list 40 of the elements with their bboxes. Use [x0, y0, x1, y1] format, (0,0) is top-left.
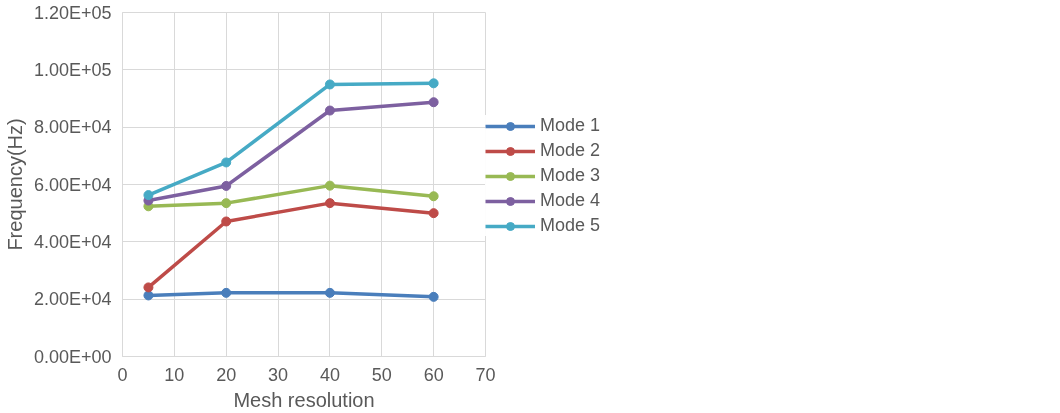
point	[221, 216, 232, 227]
legend-label: Mode 1	[540, 115, 601, 136]
point	[324, 198, 335, 209]
point	[324, 287, 335, 298]
point	[428, 208, 439, 219]
x-tick-label: 10	[164, 364, 185, 385]
point	[143, 282, 154, 293]
point	[221, 157, 232, 168]
legend-label: Mode 5	[540, 215, 601, 236]
point	[143, 190, 154, 201]
x-tick-label: 70	[475, 364, 496, 385]
y-tick-label: 2.00E+04	[33, 289, 112, 310]
x-tick-label: 20	[216, 364, 237, 385]
point	[324, 180, 335, 191]
point	[428, 97, 439, 108]
y-axis-title: Frequency(Hz)	[3, 118, 26, 251]
point	[428, 291, 439, 302]
x-tick-label: 60	[423, 364, 444, 385]
x-tick-label: 40	[319, 364, 340, 385]
point	[221, 180, 232, 191]
x-tick-label: 30	[268, 364, 289, 385]
legend-label: Mode 4	[540, 190, 601, 211]
point	[324, 105, 335, 116]
legend-label: Mode 2	[540, 140, 601, 161]
legend-label: Mode 3	[540, 165, 601, 186]
y-tick-label: 6.00E+04	[33, 174, 112, 195]
x-tick-label: 0	[117, 364, 128, 385]
y-tick-label: 1.00E+05	[33, 59, 112, 80]
y-tick-label: 1.20E+05	[33, 2, 112, 23]
point	[428, 78, 439, 89]
point	[428, 191, 439, 202]
y-tick-label: 4.00E+04	[33, 231, 112, 252]
point	[324, 79, 335, 90]
point	[143, 290, 154, 301]
x-tick-label: 50	[371, 364, 392, 385]
point	[221, 198, 232, 209]
x-axis-title: Mesh resolution	[233, 388, 375, 411]
point	[221, 287, 232, 298]
y-tick-label: 8.00E+04	[33, 117, 112, 138]
y-tick-label: 0.00E+00	[33, 346, 112, 367]
